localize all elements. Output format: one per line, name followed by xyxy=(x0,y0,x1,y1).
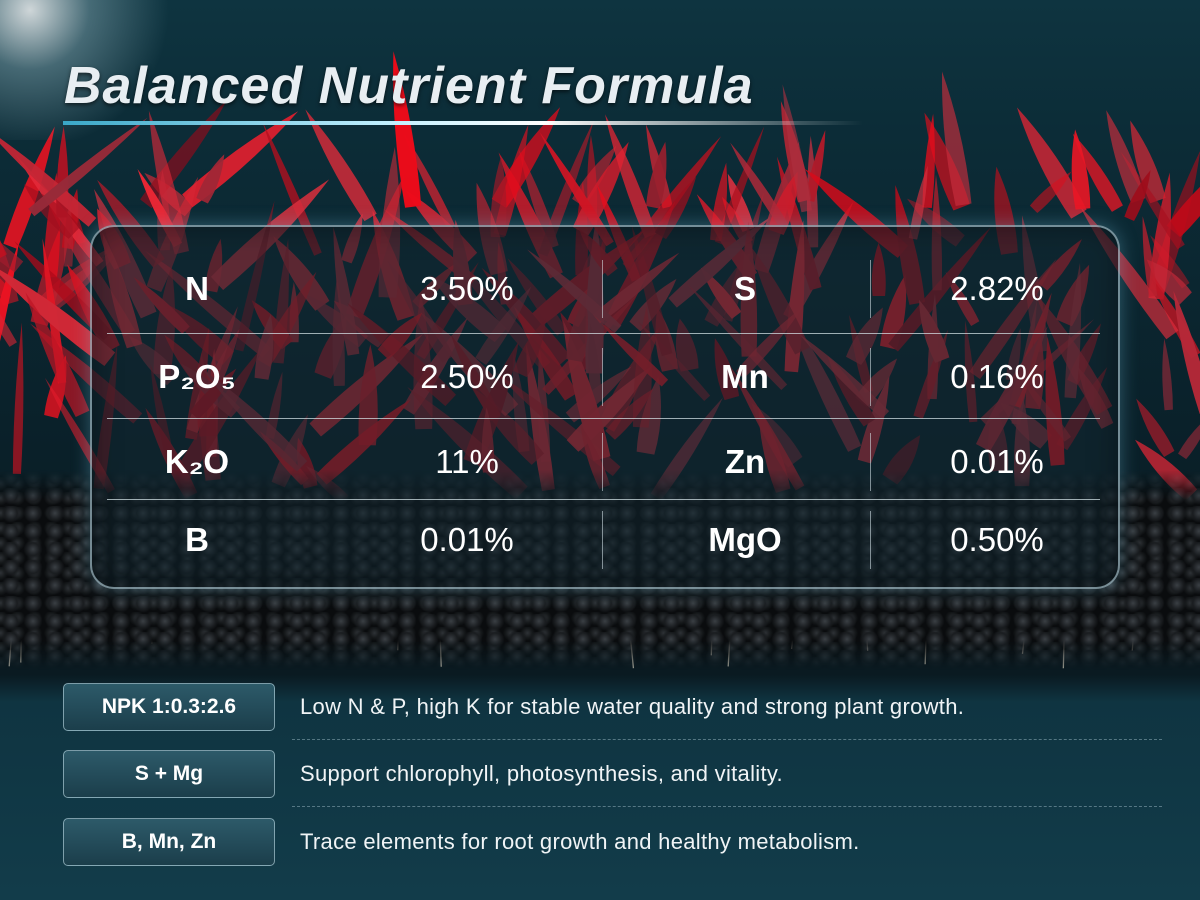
leaf xyxy=(539,131,614,247)
feature-divider xyxy=(292,739,1162,740)
element-value: 2.82% xyxy=(950,270,1044,307)
element-name: B xyxy=(185,521,209,558)
leaf xyxy=(1142,216,1158,297)
leaf xyxy=(12,322,24,474)
feature-text: Low N & P, high K for stable water quali… xyxy=(300,694,965,719)
element-value: 0.01% xyxy=(950,443,1044,480)
title: Balanced Nutrient Formula xyxy=(64,57,754,115)
element-value: 3.50% xyxy=(420,270,514,307)
leaf xyxy=(730,142,789,230)
leaf xyxy=(782,84,812,213)
element-name: MgO xyxy=(708,521,782,558)
element-value: 0.01% xyxy=(420,521,514,558)
leaf xyxy=(714,126,765,245)
leaf xyxy=(305,109,377,222)
row-divider xyxy=(107,333,1100,334)
nutrient-table-panel xyxy=(90,225,1120,589)
column-divider xyxy=(602,511,603,569)
leaf xyxy=(0,269,116,367)
element-name: P₂O₅ xyxy=(158,358,236,395)
light-flare xyxy=(0,0,180,140)
element-name: K₂O xyxy=(164,443,230,480)
leaf xyxy=(654,176,697,240)
leaf xyxy=(0,313,17,347)
leaf xyxy=(572,145,617,207)
column-divider xyxy=(870,433,871,491)
column-divider xyxy=(870,260,871,318)
feature-text: Trace elements for root growth and healt… xyxy=(300,829,860,854)
leaf xyxy=(538,120,594,257)
row-divider xyxy=(107,418,1100,419)
feature-tag: B, Mn, Zn xyxy=(63,818,275,866)
title-underline xyxy=(63,121,863,125)
leaf xyxy=(1072,133,1123,212)
leaf xyxy=(148,110,189,255)
leaf xyxy=(1136,398,1175,457)
leaf xyxy=(1029,171,1072,214)
column-divider xyxy=(602,260,603,318)
leaf xyxy=(1162,338,1173,411)
feature-tag: NPK 1:0.3:2.6 xyxy=(63,683,275,731)
leaf xyxy=(1124,170,1151,222)
row-divider xyxy=(107,499,1100,500)
element-value: 0.16% xyxy=(950,358,1044,395)
element-name: S xyxy=(733,270,756,307)
leaf xyxy=(491,107,561,209)
leaf xyxy=(1173,290,1200,414)
leaf xyxy=(0,240,7,258)
leaf xyxy=(710,162,728,242)
leaf xyxy=(25,292,90,418)
leaf xyxy=(1146,259,1192,305)
element-name: Zn xyxy=(724,443,766,480)
element-value: 11% xyxy=(435,443,499,480)
leaf xyxy=(1130,120,1166,204)
leaf xyxy=(0,242,24,273)
leaf xyxy=(1071,129,1091,210)
leaf xyxy=(262,122,322,256)
leaf xyxy=(727,173,755,232)
column-divider xyxy=(602,433,603,491)
leaf xyxy=(805,130,826,202)
column-divider xyxy=(870,511,871,569)
leaf xyxy=(14,241,113,341)
leaf xyxy=(0,138,97,227)
element-value: 2.50% xyxy=(420,358,514,395)
column-divider xyxy=(870,348,871,406)
feature-tag: S + Mg xyxy=(63,750,275,798)
leaf xyxy=(196,154,225,204)
leaf xyxy=(23,184,81,239)
leaf xyxy=(1016,107,1087,219)
leaf xyxy=(28,117,148,217)
leaf xyxy=(1166,186,1200,238)
leaf xyxy=(908,165,928,240)
leaf xyxy=(519,149,559,249)
element-name: N xyxy=(185,270,209,307)
feature-text: Support chlorophyll, photosynthesis, and… xyxy=(300,761,783,786)
leaf xyxy=(1178,424,1200,460)
leaf xyxy=(1106,110,1146,204)
feature-divider xyxy=(292,806,1162,807)
leaf xyxy=(393,51,422,208)
leaf xyxy=(402,131,455,229)
leaf xyxy=(646,141,667,209)
leaf xyxy=(604,114,657,238)
column-divider xyxy=(602,348,603,406)
element-name: Mn xyxy=(721,358,769,395)
leaf xyxy=(490,156,507,238)
element-value: 0.50% xyxy=(950,521,1044,558)
leaf xyxy=(941,71,972,207)
